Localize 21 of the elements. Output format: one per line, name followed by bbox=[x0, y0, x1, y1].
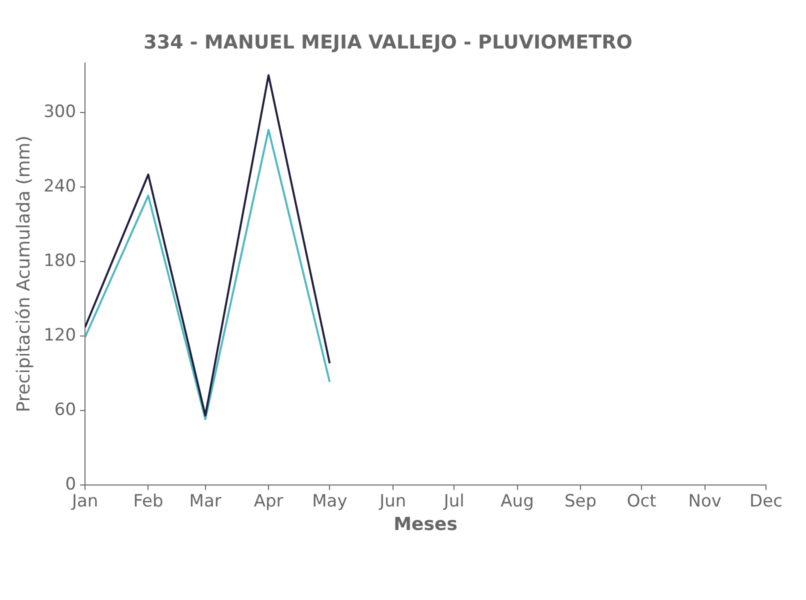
x-tick-label: Sep bbox=[564, 492, 596, 512]
x-tick-label: Jul bbox=[442, 492, 464, 512]
y-tick-label: 60 bbox=[54, 400, 76, 420]
x-tick-label: Aug bbox=[500, 492, 534, 512]
x-tick-label: Feb bbox=[133, 492, 164, 512]
x-tick-label: Nov bbox=[688, 492, 722, 512]
x-tick-label: Mar bbox=[189, 492, 222, 512]
x-tick-label: Oct bbox=[626, 492, 657, 512]
x-axis-title: Meses bbox=[394, 514, 458, 535]
x-tick-label: Jun bbox=[378, 492, 406, 512]
y-axis-title: Precipitación Acumulada (mm) bbox=[13, 136, 34, 412]
x-tick-label: Apr bbox=[254, 492, 284, 512]
y-tick-label: 300 bbox=[44, 102, 76, 122]
x-tick-label: Dec bbox=[750, 492, 782, 512]
y-tick-label: 240 bbox=[44, 176, 76, 196]
y-tick-label: 120 bbox=[44, 325, 76, 346]
x-tick-label: May bbox=[312, 492, 348, 512]
chart-title: 334 - MANUEL MEJIA VALLEJO - PLUVIOMETRO bbox=[144, 31, 632, 54]
y-tick-label: 180 bbox=[44, 250, 76, 271]
y-tick-label: 0 bbox=[65, 474, 76, 494]
x-tick-label: Jan bbox=[70, 492, 98, 512]
